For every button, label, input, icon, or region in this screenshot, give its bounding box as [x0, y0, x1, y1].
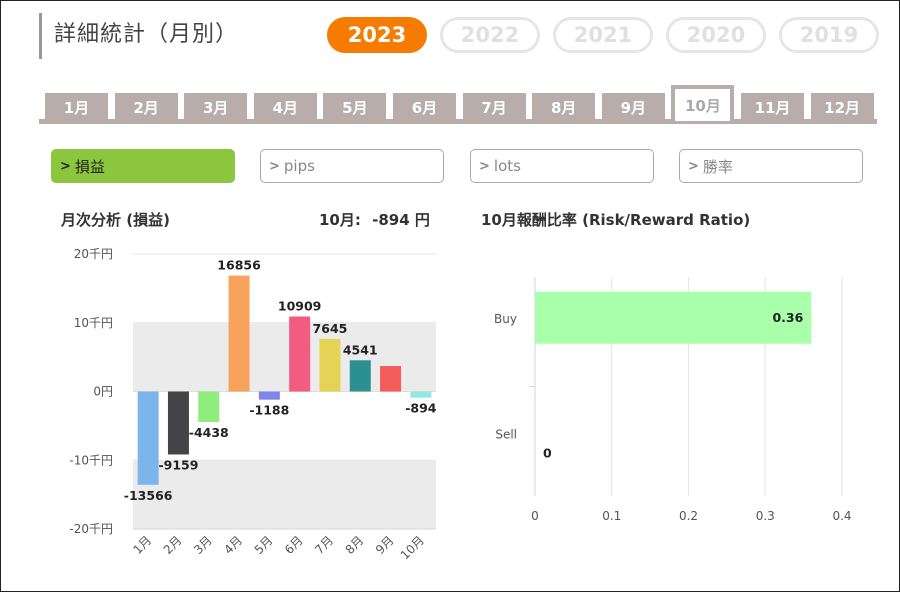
y-tick-label: -10千円: [69, 453, 113, 467]
month-tabs: 1月 2月 3月 4月 5月 6月 7月 8月 9月 10月 11月 12月: [39, 85, 877, 124]
month-tab-4[interactable]: 4月: [253, 93, 317, 121]
month-tab-11[interactable]: 11月: [741, 93, 804, 121]
x-tick-label: 10月: [398, 533, 427, 562]
ratio-chart-title: 10月報酬比率 (Risk/Reward Ratio): [481, 211, 751, 229]
category-label: pips: [283, 157, 315, 175]
year-selector: 2023 2022 2021 2020 2019: [327, 17, 879, 53]
data-label: -894: [405, 401, 437, 416]
chevron-right-icon: >: [60, 158, 71, 174]
chevron-right-icon: >: [479, 158, 490, 174]
bar-Buy: [535, 291, 812, 344]
bar-10月: [410, 391, 432, 398]
month-tabs-underline: [39, 119, 877, 124]
y-tick-label: 10千円: [74, 316, 113, 330]
y-tick-label: 20千円: [74, 247, 113, 261]
category-label: 損益: [74, 157, 105, 176]
category-label: lots: [493, 157, 521, 175]
x-tick-label: 2月: [161, 533, 185, 557]
data-label: -1188: [249, 403, 289, 418]
month-tab-10[interactable]: 10月: [671, 85, 735, 121]
risk-reward-chart: 0 0.1 0.2 0.3 0.4 Buy 0.36 Sell 0: [494, 277, 852, 523]
x-tick-label: 0.2: [679, 509, 698, 523]
month-tab-7[interactable]: 7月: [462, 93, 526, 121]
bar-1月: [137, 391, 159, 485]
x-tick-label: 3月: [191, 533, 215, 557]
month-tab-6[interactable]: 6月: [393, 93, 456, 121]
y-tick-label: 0円: [93, 385, 113, 399]
x-tick-label: 6月: [282, 533, 306, 557]
plot-band-0: [133, 460, 436, 529]
x-tick-label: 0.3: [756, 509, 775, 523]
category-button-2[interactable]: > pips: [260, 149, 444, 183]
year-button-2022[interactable]: 2022: [440, 17, 540, 53]
data-label: -13566: [124, 488, 173, 503]
year-button-2019[interactable]: 2019: [779, 17, 879, 53]
monthly-pl-chart: 20千円 10千円 0円 -10千円 -20千円 -13566 1月 -9159 2月 -4438…: [69, 247, 437, 562]
bar-8月: [349, 360, 371, 392]
x-tick-label: 0.4: [832, 509, 851, 523]
data-label: 0.36: [772, 310, 803, 325]
month-tab-12[interactable]: 12月: [810, 93, 874, 121]
chevron-right-icon: >: [269, 158, 280, 174]
summary-label: 10月:: [319, 211, 361, 229]
month-tab-1[interactable]: 1月: [45, 93, 108, 121]
data-label: 4541: [343, 342, 378, 357]
y-category-label: Sell: [495, 427, 517, 441]
x-tick-label: 0: [531, 509, 539, 523]
category-button-1[interactable]: > 損益: [51, 149, 235, 183]
x-tick-label: 7月: [312, 533, 336, 557]
summary-value: -894 円: [372, 211, 430, 229]
data-label: 7645: [313, 321, 348, 336]
category-button-4[interactable]: > 勝率: [679, 149, 863, 183]
category-label: 勝率: [702, 157, 733, 176]
month-tab-2[interactable]: 2月: [114, 93, 178, 121]
month-tab-8[interactable]: 8月: [532, 93, 596, 121]
bar-6月: [289, 316, 311, 392]
category-button-3[interactable]: > lots: [470, 149, 654, 183]
data-label: 16856: [217, 258, 261, 273]
x-tick-label: 0.1: [602, 509, 621, 523]
data-label: -4438: [189, 425, 229, 440]
data-label: 0: [543, 445, 552, 460]
month-tab-9[interactable]: 9月: [601, 93, 665, 121]
year-button-2023[interactable]: 2023: [327, 17, 427, 53]
x-tick-label: 8月: [343, 533, 367, 557]
bar-4月: [228, 275, 250, 392]
data-label: 10909: [278, 299, 322, 314]
year-button-2021[interactable]: 2021: [553, 17, 653, 53]
title-bar: 詳細統計（月別）: [39, 13, 238, 59]
data-label: -9159: [158, 457, 198, 472]
y-tick-label: -20千円: [69, 522, 113, 536]
bar-2月: [167, 391, 189, 455]
chevron-right-icon: >: [688, 158, 699, 174]
month-tab-5[interactable]: 5月: [323, 93, 387, 121]
x-tick-label: 9月: [373, 533, 397, 557]
year-button-2020[interactable]: 2020: [666, 17, 766, 53]
x-tick-label: 5月: [252, 533, 276, 557]
bar-5月: [258, 391, 280, 400]
y-category-label: Buy: [494, 312, 517, 326]
bar-7月: [319, 338, 341, 392]
x-tick-label: 1月: [130, 533, 154, 557]
month-tab-3[interactable]: 3月: [184, 93, 248, 121]
page-title: 詳細統計（月別）: [54, 22, 239, 47]
monthly-chart-title: 月次分析 (損益): [61, 211, 170, 229]
monthly-summary: 10月: -894 円: [319, 209, 430, 230]
bar-3月: [198, 391, 220, 423]
x-tick-label: 4月: [221, 533, 245, 557]
bar-9月: [380, 366, 402, 392]
